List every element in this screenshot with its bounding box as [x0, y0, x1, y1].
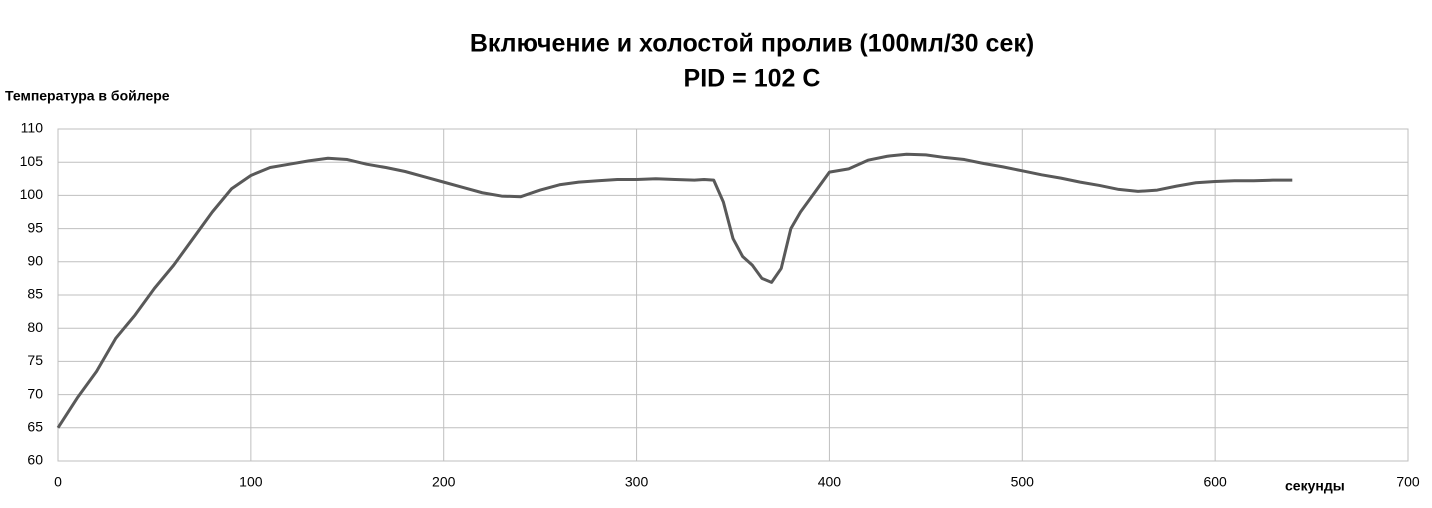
chart-subtitle: PID = 102 C	[684, 65, 821, 93]
y-tick-label: 75	[27, 352, 43, 368]
x-tick-label: 0	[54, 474, 62, 490]
x-tick-label: 300	[625, 474, 649, 490]
x-axis-label: секунды	[1285, 478, 1345, 494]
y-axis-label: Температура в бойлере	[5, 88, 170, 104]
y-tick-label: 95	[27, 219, 43, 235]
y-tick-label: 70	[27, 385, 43, 401]
x-tick-label: 500	[1011, 474, 1035, 490]
y-tick-label: 105	[20, 153, 44, 169]
x-tick-label: 100	[239, 474, 263, 490]
y-tick-label: 60	[27, 452, 43, 468]
chart-title: Включение и холостой пролив (100мл/30 се…	[470, 30, 1034, 58]
y-tick-label: 110	[21, 120, 44, 136]
data-line	[56, 152, 1293, 429]
y-tick-label: 65	[27, 419, 43, 435]
y-tick-label: 80	[27, 319, 43, 335]
x-tick-label: 400	[818, 474, 842, 490]
y-tick-label: 100	[20, 186, 44, 202]
y-tick-label: 85	[27, 286, 43, 302]
x-tick-label: 200	[432, 474, 456, 490]
x-tick-label: 600	[1203, 474, 1227, 490]
y-tick-label: 90	[27, 253, 43, 269]
x-tick-label: 700	[1396, 474, 1420, 490]
